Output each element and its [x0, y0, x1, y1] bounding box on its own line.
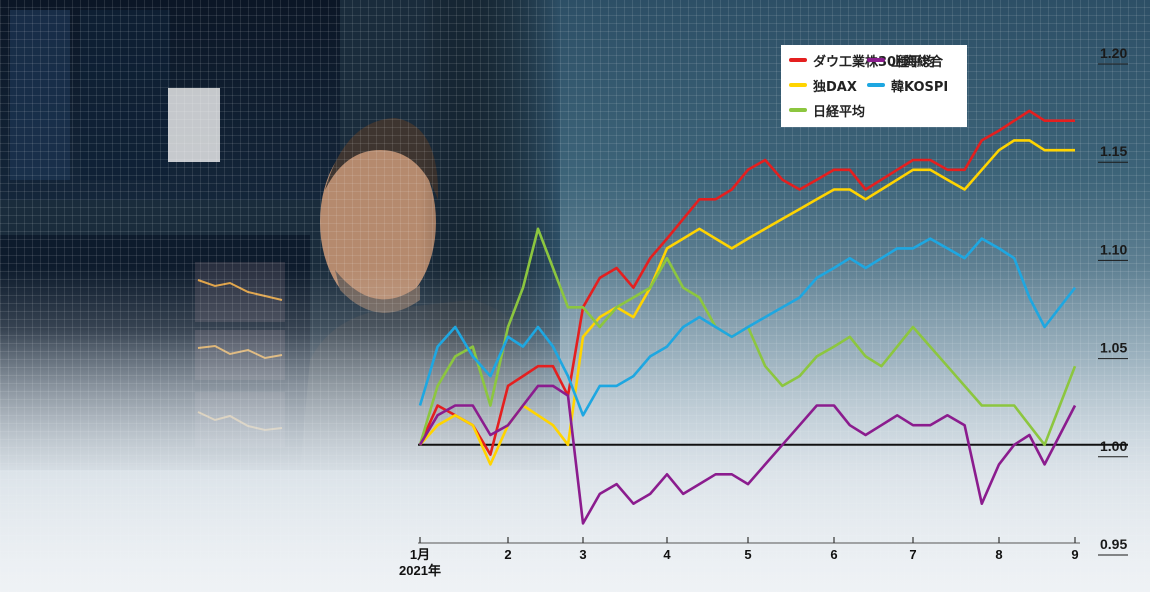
x-tick-label: 7	[909, 547, 916, 562]
legend-swatch-shanghai	[867, 58, 885, 62]
x-tick-label: 5	[744, 547, 751, 562]
legend-item-dax: 独DAX	[789, 76, 857, 95]
x-axis: 1月 2 3 4 5 6 7 8 9 2021年	[399, 537, 1080, 578]
legend-swatch-nikkei	[789, 108, 807, 112]
legend-label-nikkei: 日経平均	[813, 104, 866, 120]
legend: ダウ工業株30種平均 独DAX 日経平均 上海総合 韓KOSPI	[781, 45, 967, 127]
x-tick-label: 8	[995, 547, 1002, 562]
series-lines	[418, 109, 1077, 525]
legend-item-nikkei: 日経平均	[789, 101, 866, 120]
y-tick-label: 1.15	[1100, 143, 1127, 159]
y-tick-label: 1.20	[1100, 45, 1127, 61]
legend-swatch-dax	[789, 83, 807, 87]
x-tick-label: 6	[830, 547, 837, 562]
series-line-dax	[419, 139, 1075, 466]
series-line-kospi	[418, 237, 1077, 417]
legend-swatch-dow	[789, 58, 807, 62]
x-tick-year-label: 2021年	[399, 563, 441, 578]
series-line-dow	[418, 109, 1075, 456]
y-tick-label: 1.05	[1100, 340, 1127, 356]
x-tick-label: 9	[1071, 547, 1078, 562]
x-tick-label: 2	[504, 547, 511, 562]
y-tick-label: 0.95	[1100, 536, 1127, 552]
x-tick-label: 3	[579, 547, 586, 562]
legend-label-shanghai: 上海総合	[891, 54, 944, 70]
y-axis: 1.201.151.101.051.000.95	[1098, 45, 1128, 556]
legend-item-shanghai: 上海総合	[867, 51, 944, 70]
legend-label-dax: 独DAX	[813, 79, 857, 95]
legend-swatch-kospi	[867, 83, 885, 87]
legend-label-dow: ダウ工業株30種平均	[813, 54, 936, 70]
series-line-shanghai	[418, 384, 1077, 525]
x-tick-label: 1月	[410, 547, 430, 562]
legend-item-dow: ダウ工業株30種平均	[789, 51, 936, 70]
x-tick-label: 4	[663, 547, 671, 562]
legend-item-kospi: 韓KOSPI	[867, 76, 949, 95]
y-tick-label: 1.10	[1100, 241, 1127, 257]
legend-label-kospi: 韓KOSPI	[891, 79, 949, 95]
